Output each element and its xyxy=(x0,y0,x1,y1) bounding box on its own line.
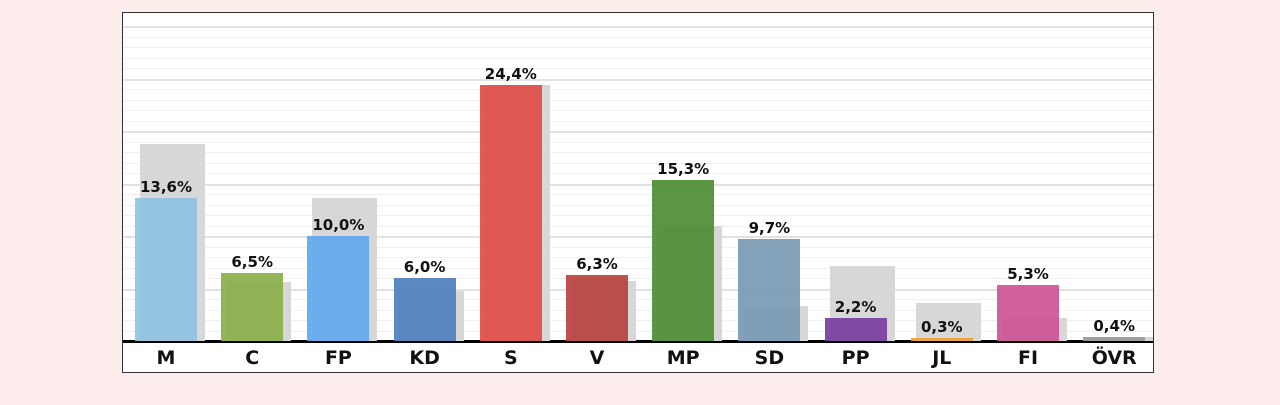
bar-group-kd: 6,0% KD xyxy=(382,13,468,374)
major-gridline xyxy=(123,131,1153,133)
category-label: FP xyxy=(324,347,352,369)
minor-gridline xyxy=(123,194,1153,195)
minor-gridline xyxy=(123,225,1153,227)
major-gridline xyxy=(123,78,1153,81)
minor-gridline xyxy=(123,36,1153,38)
category-label: MP xyxy=(666,347,700,369)
category-label: KD xyxy=(409,347,440,369)
major-gridline xyxy=(123,288,1153,291)
current-bar xyxy=(221,272,284,341)
category-label: C xyxy=(245,347,260,369)
current-bar xyxy=(135,198,197,341)
minor-gridline xyxy=(123,110,1153,111)
category-label: V xyxy=(589,347,605,369)
minor-gridline xyxy=(123,246,1153,248)
bar-group-övr: 0,4% ÖVR xyxy=(1071,13,1157,374)
minor-gridline xyxy=(123,330,1153,332)
minor-gridline xyxy=(123,141,1153,143)
value-label: 13,6% xyxy=(139,178,193,197)
plot-area xyxy=(123,13,1153,342)
category-label: S xyxy=(503,347,518,369)
major-gridline xyxy=(123,236,1153,238)
minor-gridline xyxy=(123,120,1153,122)
bar-group-c: 6,5% C xyxy=(209,13,295,374)
current-bar xyxy=(479,84,542,341)
current-bar xyxy=(738,239,801,341)
minor-gridline xyxy=(123,89,1153,90)
bar-group-s: 24,4% S xyxy=(468,13,554,374)
minor-gridline xyxy=(123,309,1153,311)
category-label: FI xyxy=(1017,347,1039,369)
minor-gridline xyxy=(123,278,1153,279)
minor-gridline xyxy=(123,162,1153,164)
bar-group-pp: 2,2% PP xyxy=(813,13,899,374)
category-label: M xyxy=(156,347,176,369)
major-gridline xyxy=(123,26,1153,28)
x-axis-line xyxy=(123,340,1153,343)
value-label: 24,4% xyxy=(484,64,537,83)
category-label: JL xyxy=(932,347,952,369)
bar-group-v: 6,3% V xyxy=(554,13,640,374)
category-label: ÖVR xyxy=(1091,347,1137,369)
value-label: 0,3% xyxy=(920,317,963,336)
minor-gridline xyxy=(123,215,1153,216)
minor-gridline xyxy=(123,47,1153,48)
current-bar xyxy=(652,180,715,341)
minor-gridline xyxy=(123,68,1153,69)
value-label: 10,0% xyxy=(312,216,365,234)
previous-bar xyxy=(915,303,981,341)
current-bar xyxy=(997,285,1059,341)
minor-gridline xyxy=(123,320,1153,321)
minor-gridline xyxy=(123,257,1153,258)
current-bar xyxy=(393,278,456,341)
minor-gridline xyxy=(123,267,1153,269)
value-label: 15,3% xyxy=(657,160,710,179)
minor-gridline xyxy=(123,173,1153,174)
minor-gridline xyxy=(123,57,1153,59)
value-label: 5,3% xyxy=(1007,265,1049,284)
minor-gridline xyxy=(123,299,1153,300)
minor-gridline xyxy=(123,99,1153,101)
current-bar xyxy=(910,337,973,341)
current-bar xyxy=(307,236,370,341)
value-label: 6,5% xyxy=(231,252,273,271)
current-bar xyxy=(1083,336,1146,341)
minor-gridline xyxy=(123,204,1153,206)
bar-group-sd: 9,7% SD xyxy=(726,13,812,374)
value-label: 6,0% xyxy=(403,258,446,276)
value-label: 6,3% xyxy=(576,254,618,273)
bar-group-fi: 5,3% FI xyxy=(985,13,1071,374)
value-label: 9,7% xyxy=(748,219,791,238)
major-gridline xyxy=(123,183,1153,186)
bar-group-jl: 0,3% JL xyxy=(899,13,985,374)
minor-gridline xyxy=(123,152,1153,153)
category-label: PP xyxy=(841,347,870,369)
bar-group-mp: 15,3% MP xyxy=(640,13,726,374)
current-bar xyxy=(824,317,887,341)
bar-group-m: 13,6% M xyxy=(123,13,209,374)
chart-frame: 13,6% M 6,5% C 10,0% FP 6,0% KD 24,4% S 6,3% V 15,3%… xyxy=(122,12,1154,373)
bar-group-fp: 10,0% FP xyxy=(295,13,381,374)
value-label: 0,4% xyxy=(1093,316,1135,335)
category-label: SD xyxy=(754,347,785,369)
value-label: 2,2% xyxy=(834,297,877,316)
current-bar xyxy=(566,274,628,341)
